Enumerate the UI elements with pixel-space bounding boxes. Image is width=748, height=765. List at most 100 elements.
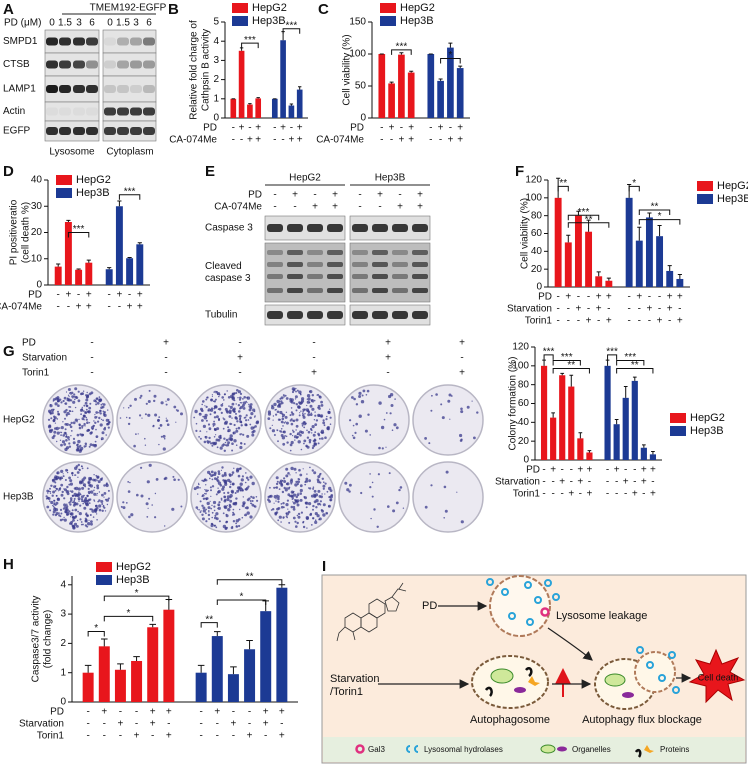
blot-title: TMEM192-EGFP [90, 3, 167, 14]
colony [101, 509, 104, 512]
bar [407, 72, 415, 118]
colony [208, 473, 212, 476]
bar [288, 105, 295, 118]
y-tick-label: 1 [213, 93, 219, 104]
colony [101, 405, 105, 409]
colony [104, 426, 106, 429]
colony [82, 523, 84, 526]
error-bar [66, 219, 71, 222]
colony [237, 488, 240, 491]
significance-label: * [448, 50, 452, 61]
condition-sign: - [108, 302, 111, 313]
condition-sign: - [164, 353, 167, 364]
colony [322, 513, 326, 517]
colony [297, 515, 301, 519]
error-bar [248, 103, 252, 105]
colony [73, 527, 75, 529]
colony [243, 396, 246, 399]
colony [100, 478, 103, 481]
colony [302, 411, 304, 413]
colony [238, 414, 242, 418]
colony [232, 511, 235, 514]
colony [96, 486, 100, 490]
error-bar [409, 70, 414, 73]
colony [316, 514, 320, 518]
colony [321, 493, 323, 495]
colony [279, 397, 282, 400]
colony [313, 489, 317, 493]
colony [237, 390, 241, 394]
colony [102, 419, 104, 422]
colony [139, 396, 142, 399]
colony [228, 503, 231, 507]
colony [213, 420, 216, 423]
band [86, 85, 98, 93]
condition-sign: + [667, 292, 673, 303]
condition-sign: + [297, 135, 303, 146]
bar [564, 242, 572, 287]
colony [444, 509, 448, 513]
band [130, 60, 142, 69]
colony [377, 473, 380, 476]
colony [68, 406, 70, 408]
colony [223, 492, 226, 494]
condition-sign: - [449, 123, 452, 134]
colony [312, 401, 314, 403]
colony [239, 407, 242, 410]
condition-sign: - [248, 707, 251, 718]
colony [239, 445, 243, 450]
condition-sign: + [397, 202, 403, 213]
colony [59, 518, 63, 522]
colony [80, 480, 84, 484]
colony [298, 468, 301, 472]
colony [313, 471, 317, 475]
condition-sign: + [163, 338, 169, 349]
colony [295, 387, 297, 390]
colony [246, 434, 250, 438]
colony [70, 391, 74, 395]
colony [284, 488, 288, 492]
colony [137, 433, 139, 435]
colony [86, 514, 89, 517]
colony [64, 417, 66, 420]
colony [47, 425, 52, 429]
colony [146, 516, 149, 518]
colony [329, 416, 332, 419]
colony [89, 402, 92, 405]
hydrolases [486, 578, 560, 626]
colony [361, 394, 364, 397]
colony [305, 506, 308, 509]
colony [213, 509, 216, 512]
condition-sign: - [651, 477, 654, 488]
band [73, 107, 85, 116]
colony [78, 491, 80, 493]
colony [52, 505, 55, 508]
colony [241, 504, 245, 508]
bar [114, 669, 126, 702]
condition-sign: - [607, 304, 610, 315]
colony [283, 396, 285, 398]
colony [70, 421, 73, 425]
colony [57, 399, 59, 401]
colony [205, 398, 208, 401]
colony [308, 487, 312, 490]
colony [201, 403, 203, 406]
condition-label: CA-074Me [214, 202, 262, 213]
condition-sign: - [86, 731, 89, 742]
colony [84, 425, 86, 427]
colony [98, 504, 102, 508]
colony [304, 413, 306, 415]
colony [318, 437, 321, 440]
colony [201, 504, 204, 507]
condition-label: PD [203, 123, 217, 134]
colony [459, 433, 463, 438]
condition-sign: + [118, 719, 124, 730]
colony [293, 467, 297, 471]
colony [93, 492, 97, 496]
significance-label: *** [396, 41, 408, 52]
colony [235, 417, 238, 420]
y-tick-label: 0 [36, 280, 42, 291]
colony [348, 490, 351, 493]
bar [85, 262, 93, 285]
significance-bracket [216, 599, 267, 605]
